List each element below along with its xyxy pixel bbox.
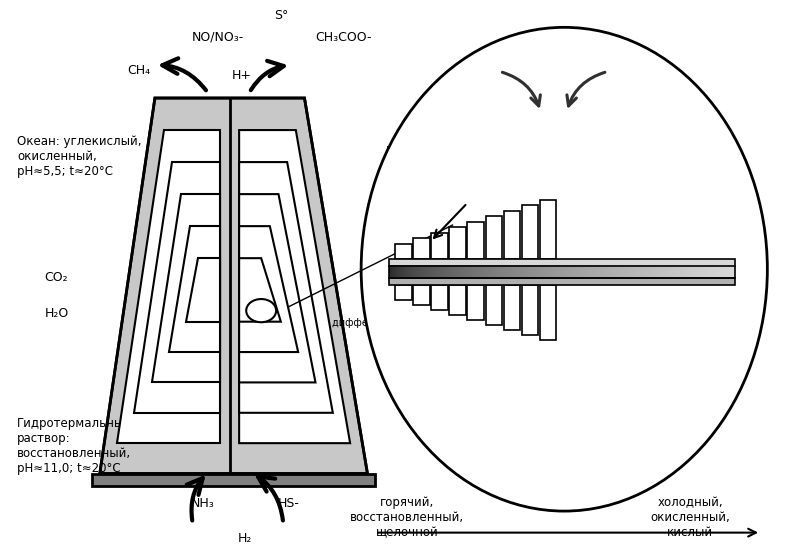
Polygon shape: [239, 226, 298, 352]
Polygon shape: [239, 194, 315, 382]
Bar: [521, 285, 538, 335]
Bar: [92, 473, 375, 486]
Bar: [431, 285, 448, 310]
Text: CH₄/CH₃COO-: CH₄/CH₃COO-: [556, 169, 635, 182]
Text: холодный,
окисленный,
кислый: холодный, окисленный, кислый: [650, 496, 730, 539]
Text: Гидротермальный
раствор:
восстановленный,
pH≈11,0; t≈20°C: Гидротермальный раствор: восстановленный…: [17, 417, 132, 475]
Text: NH₃: NH₃: [190, 497, 214, 511]
Bar: [540, 200, 556, 259]
Bar: [450, 285, 466, 315]
Bar: [413, 285, 430, 305]
Bar: [468, 222, 484, 259]
Polygon shape: [117, 130, 220, 443]
Text: H₂O: H₂O: [578, 47, 602, 60]
Ellipse shape: [361, 27, 767, 511]
Bar: [413, 238, 430, 259]
Text: S°: S°: [273, 9, 288, 22]
Text: CO₂: CO₂: [476, 47, 500, 60]
Bar: [389, 266, 735, 278]
Polygon shape: [169, 226, 220, 352]
Text: H₂O: H₂O: [45, 307, 69, 320]
Bar: [486, 285, 502, 325]
Text: CH₃COO-: CH₃COO-: [315, 31, 372, 44]
Text: H₂: H₂: [477, 169, 491, 182]
Polygon shape: [239, 162, 333, 413]
Bar: [504, 211, 520, 259]
Polygon shape: [239, 130, 350, 443]
Text: дифференциальное накопление органических веществ: дифференциальное накопление органических…: [332, 318, 622, 328]
Bar: [468, 285, 484, 320]
Text: H₂: H₂: [239, 532, 253, 544]
Polygon shape: [239, 258, 281, 322]
Text: CH₄: CH₄: [128, 64, 151, 77]
Bar: [540, 285, 556, 340]
Bar: [486, 216, 502, 259]
Polygon shape: [100, 98, 367, 473]
Polygon shape: [134, 162, 220, 413]
Bar: [395, 285, 412, 300]
Text: HS-: HS-: [278, 497, 299, 511]
Text: Кластеры FeS
и NiS: Кластеры FeS и NiS: [386, 145, 470, 173]
Bar: [431, 233, 448, 259]
Text: горячий,
восстановленный,
щелочной: горячий, восстановленный, щелочной: [350, 496, 464, 539]
Ellipse shape: [246, 299, 276, 322]
Bar: [504, 285, 520, 330]
Polygon shape: [152, 194, 220, 382]
Bar: [389, 259, 735, 266]
Text: Океан: углекислый,
окисленный,
pH≈5,5; t≈20°C: Океан: углекислый, окисленный, pH≈5,5; t…: [17, 134, 141, 178]
Polygon shape: [186, 258, 220, 322]
Text: NO/NO₃-: NO/NO₃-: [192, 31, 244, 44]
Bar: [395, 244, 412, 259]
Bar: [389, 278, 735, 285]
Bar: [450, 227, 466, 259]
Text: CO₂: CO₂: [45, 271, 68, 284]
Text: H+: H+: [231, 69, 251, 83]
Bar: [521, 205, 538, 259]
